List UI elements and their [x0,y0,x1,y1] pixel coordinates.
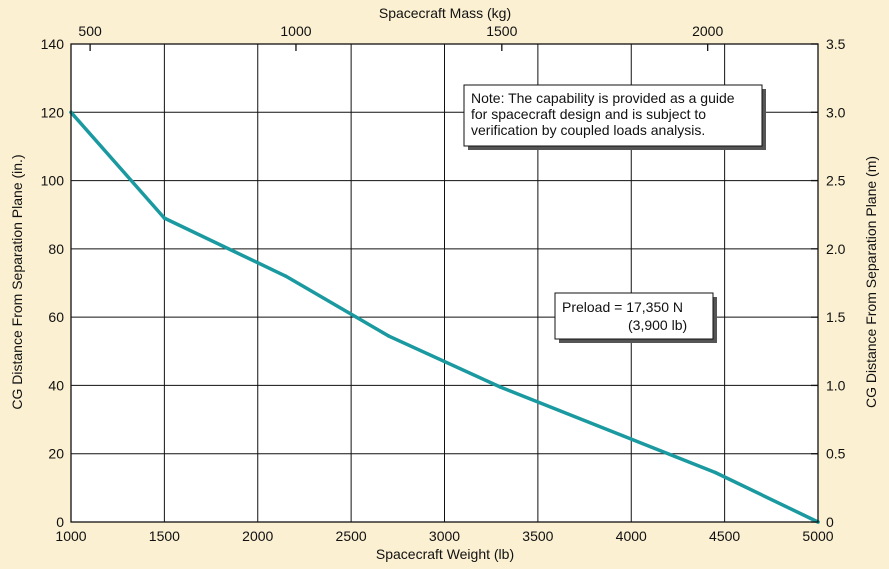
y2-tick-label: 1.5 [826,309,846,325]
note-box-frame [463,84,763,147]
x-tick-label: 1000 [55,528,86,544]
x2-tick-label: 500 [78,23,102,39]
note-annotation: Note: The capability is provided as a gu… [463,84,766,150]
series-point [713,470,718,475]
x-axis-title: Spacecraft Weight (lb) [376,546,514,562]
tick-labels: 1000 1500 2000 2500 3000 3500 4000 4500 50000204… [41,23,846,544]
y2-tick-label: 2.0 [826,241,846,257]
plot-frame [70,43,819,523]
y2-tick-label: 0.5 [826,446,846,462]
y2-tick-label: 3.0 [826,104,846,120]
series-point [162,216,167,220]
note-line-3: verification by coupled loads analysis. [471,122,705,138]
y2-axis-title: CG Distance From Separation Plane (m) [863,156,879,408]
preload-box-frame [554,292,714,340]
x2-axis-title: Spacecraft Mass (kg) [379,5,511,21]
series-point [386,334,391,338]
x-tick-label: 2000 [242,528,273,544]
x-tick-label: 3000 [429,528,460,544]
y-tick-label: 0 [56,514,64,530]
y-tick-label: 120 [41,104,65,120]
y-tick-label: 100 [41,173,65,189]
x-tick-label: 2500 [336,528,367,544]
series-layer [69,110,820,524]
x2-tick-label: 2000 [692,23,723,39]
x-tick-label: 4500 [709,528,740,544]
preload-annotation: Preload = 17,350 N (3,900 lb) [554,292,717,343]
y-tick-label: 80 [48,241,64,257]
y-axis-title: CG Distance From Separation Plane (in.) [9,154,25,409]
preload-line-2: (3,900 lb) [628,317,687,333]
note-line-1: Note: The capability is provided as a gu… [471,90,735,106]
y2-tick-label: 0 [826,514,834,530]
y-tick-label: 20 [48,446,64,462]
y2-tick-label: 2.5 [826,173,846,189]
y2-tick-label: 3.5 [826,36,846,52]
y-tick-label: 60 [48,309,64,325]
y-tick-label: 40 [48,377,64,393]
x-tick-label: 5000 [802,528,833,544]
tick-marks [89,43,818,523]
series-point [498,385,503,389]
series-point [284,274,288,278]
x2-tick-label: 1500 [486,23,517,39]
x2-tick-label: 1000 [280,23,311,39]
x-tick-label: 3500 [522,528,553,544]
note-line-2: for spacecraft design and is subject to [471,106,706,122]
x-tick-label: 1500 [149,528,180,544]
preload-line-1: Preload = 17,350 N [562,299,683,315]
x-tick-label: 4000 [616,528,647,544]
y-tick-label: 140 [41,36,65,52]
y2-tick-label: 1.0 [826,377,846,393]
